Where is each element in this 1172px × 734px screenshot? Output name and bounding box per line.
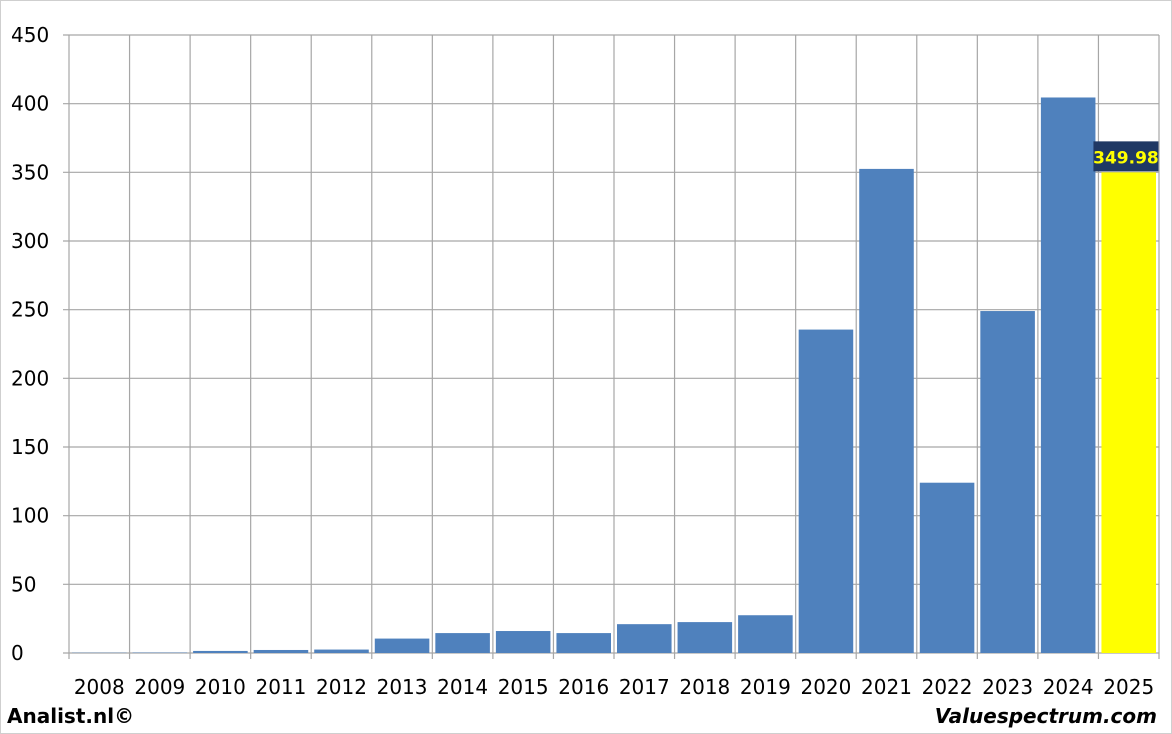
bar-2014 <box>435 633 490 653</box>
value-label: 349.98 <box>1093 141 1159 172</box>
bar-2011 <box>253 649 309 653</box>
y-tick-label-50: 50 <box>11 572 36 596</box>
bar-2012 <box>314 649 369 653</box>
x-tick-label-2023: 2023 <box>982 675 1033 699</box>
bar-2020 <box>798 329 854 653</box>
y-tick-label-0: 0 <box>11 641 24 665</box>
bar-2017 <box>617 624 672 653</box>
x-tick-label-2024: 2024 <box>1043 675 1094 699</box>
bar-2022 <box>919 482 975 653</box>
bar-2015 <box>495 631 551 653</box>
value-label-text: 349.98 <box>1093 148 1159 168</box>
x-tick-label-2017: 2017 <box>619 675 670 699</box>
x-axis-ticks: 2008 2009 2010 2011 2012 2013 2014 2015 2016 2017… <box>74 675 1154 699</box>
x-tick-label-2025: 2025 <box>1103 675 1154 699</box>
y-tick-label-150: 150 <box>11 435 49 459</box>
bar-2025 <box>1101 172 1156 654</box>
x-tick-label-2008: 2008 <box>74 675 125 699</box>
x-tick-label-2015: 2015 <box>498 675 549 699</box>
source-credit: Analist.nl© <box>7 704 135 728</box>
x-tick-label-2021: 2021 <box>861 675 912 699</box>
bar-2010 <box>193 650 248 653</box>
x-tick-label-2016: 2016 <box>558 675 609 699</box>
x-tick-label-2009: 2009 <box>134 675 185 699</box>
y-tick-label-100: 100 <box>11 504 49 528</box>
x-tick-label-2020: 2020 <box>800 675 851 699</box>
bar-2021 <box>859 168 914 653</box>
y-tick-label-250: 250 <box>11 298 49 322</box>
y-tick-label-300: 300 <box>11 229 49 253</box>
site-credit: Valuespectrum.com <box>934 704 1157 728</box>
bars <box>72 97 1156 654</box>
x-tick-label-2018: 2018 <box>679 675 730 699</box>
x-tick-label-2014: 2014 <box>437 675 488 699</box>
x-tick-label-2013: 2013 <box>377 675 428 699</box>
y-tick-label-450: 450 <box>11 23 49 47</box>
bar-chart: 0 50 100 150 200 250 300 350 400 450 2008 2009 2010… <box>11 23 1160 699</box>
grid-lines <box>63 34 1160 659</box>
y-axis-ticks: 0 50 100 150 200 250 300 350 400 450 <box>11 23 49 665</box>
bar-2019 <box>738 615 793 653</box>
x-tick-label-2022: 2022 <box>922 675 973 699</box>
y-tick-label-400: 400 <box>11 92 49 116</box>
bar-2013 <box>374 638 430 653</box>
x-tick-label-2019: 2019 <box>740 675 791 699</box>
bar-2023 <box>980 311 1035 653</box>
bar-2018 <box>677 622 733 653</box>
bar-2016 <box>556 633 611 653</box>
value-label-background <box>1093 141 1159 172</box>
y-tick-label-350: 350 <box>11 160 49 184</box>
x-tick-label-2012: 2012 <box>316 675 367 699</box>
x-tick-label-2011: 2011 <box>255 675 306 699</box>
y-tick-label-200: 200 <box>11 366 49 390</box>
bar-2024 <box>1040 97 1096 653</box>
x-tick-label-2010: 2010 <box>195 675 246 699</box>
